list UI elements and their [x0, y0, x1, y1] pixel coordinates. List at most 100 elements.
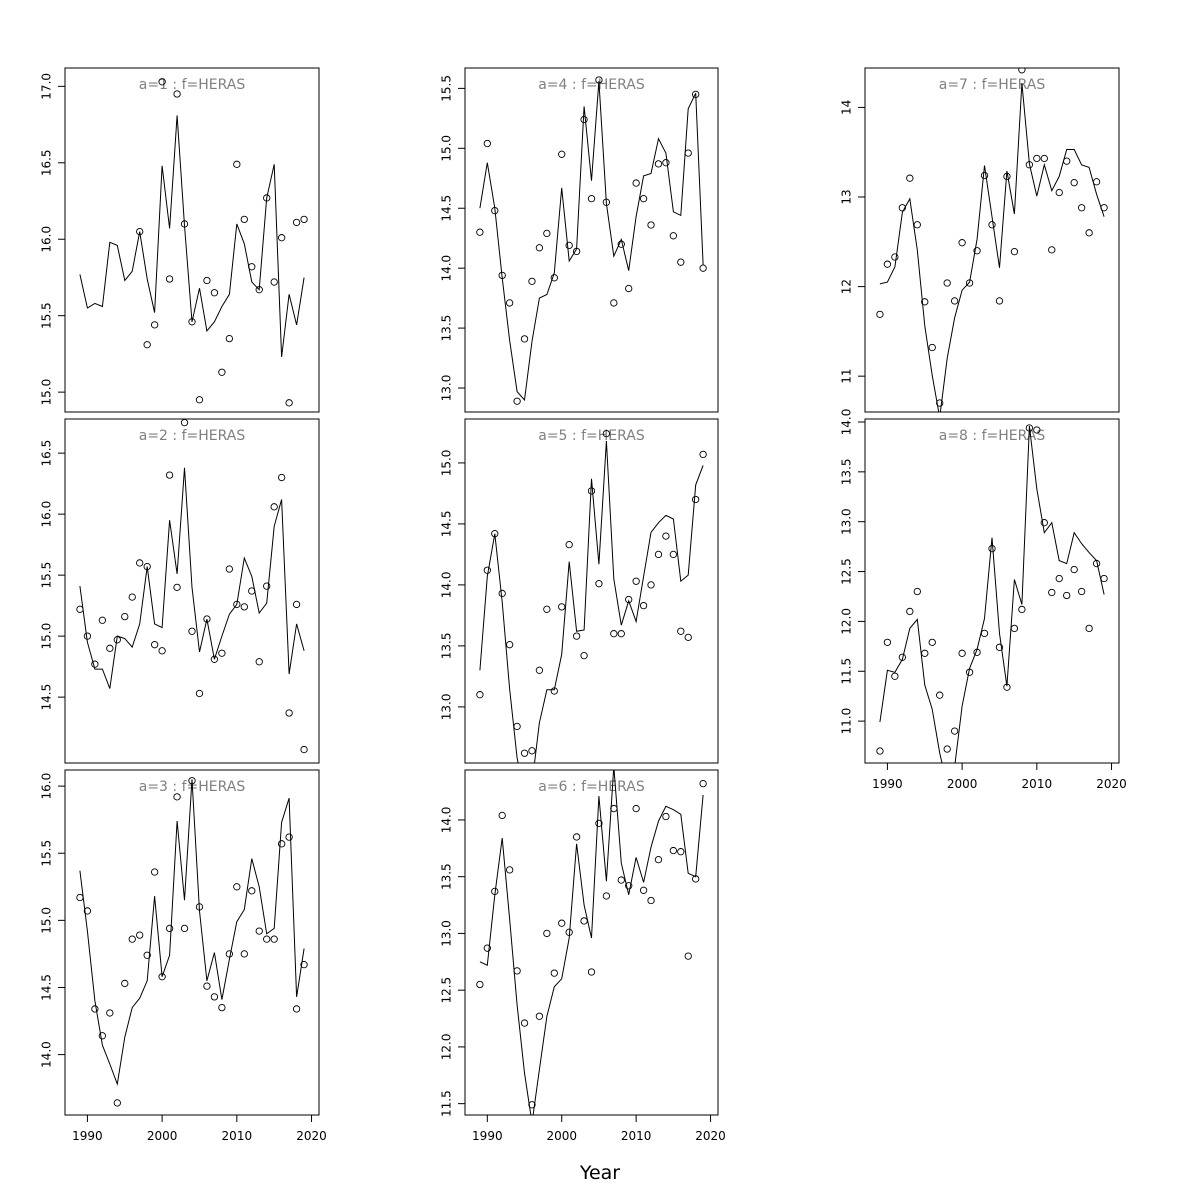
observed-point — [891, 672, 899, 680]
y-tick-label: 15.0 — [40, 907, 54, 934]
observed-point — [292, 1005, 301, 1013]
observed-point — [270, 503, 278, 511]
observed-point — [91, 660, 99, 668]
observed-point — [83, 632, 92, 640]
panel-title: a=2 : f=HERAS — [139, 428, 246, 444]
y-tick-label: 12.5 — [840, 558, 854, 585]
observed-point — [1092, 559, 1101, 568]
fitted-line — [879, 83, 1105, 412]
observed-point — [121, 612, 129, 621]
observed-point — [491, 887, 499, 896]
observed-point — [240, 950, 248, 958]
observed-point — [180, 419, 189, 427]
observed-point — [692, 495, 700, 504]
plot-frame — [464, 418, 719, 764]
fitted-line — [879, 425, 1105, 763]
observed-point — [958, 649, 966, 657]
observed-point — [550, 274, 558, 282]
observed-point — [188, 318, 196, 326]
observed-point — [98, 616, 107, 624]
observed-point — [300, 745, 308, 754]
panel-title: a=8 : f=HERAS — [939, 428, 1046, 444]
observed-point — [639, 194, 648, 203]
fitted-line — [79, 467, 305, 689]
observed-point — [632, 179, 640, 187]
observed-point — [210, 289, 219, 297]
y-tick-label: 15.5 — [440, 75, 454, 102]
y-tick-label: 13 — [840, 189, 854, 204]
observed-point — [677, 627, 685, 635]
observed-point — [677, 848, 685, 856]
observed-point — [1025, 424, 1034, 432]
observed-point — [647, 581, 655, 589]
observed-point — [173, 583, 181, 591]
observed-point — [913, 221, 921, 229]
observed-point — [988, 221, 996, 229]
y-tick-label: 14.0 — [840, 409, 854, 436]
y-tick-label: 14.5 — [440, 195, 454, 222]
observed-point — [277, 234, 286, 242]
panel-title: a=1 : f=HERAS — [139, 77, 246, 93]
observed-point — [195, 903, 204, 911]
observed-point — [218, 649, 226, 657]
observed-point — [300, 215, 308, 224]
plot-frame — [864, 67, 1120, 413]
observed-point — [498, 811, 506, 820]
observed-point — [150, 868, 159, 876]
observed-point — [165, 275, 174, 283]
y-tick-label: 12.0 — [840, 608, 854, 635]
observed-point — [943, 279, 951, 287]
observed-point — [558, 150, 566, 158]
fitted-line — [479, 81, 704, 402]
observed-point — [602, 198, 611, 206]
observed-point — [203, 982, 211, 990]
panel-title: a=7 : f=HERAS — [939, 77, 1046, 93]
observed-point — [1085, 624, 1093, 633]
observed-point — [491, 206, 499, 215]
observed-point — [617, 240, 625, 248]
observed-point — [595, 76, 603, 84]
observed-point — [595, 580, 603, 588]
observed-point — [240, 215, 248, 224]
observed-point — [654, 856, 663, 864]
observed-point — [121, 979, 129, 988]
observed-point — [263, 194, 271, 202]
observed-point — [76, 893, 84, 902]
observed-point — [1048, 246, 1056, 254]
y-tick-label: 13.0 — [840, 508, 854, 535]
observed-point — [498, 271, 506, 280]
x-tick-label: 2020 — [1096, 777, 1127, 791]
observed-point — [225, 950, 234, 958]
x-tick-label: 2010 — [1022, 777, 1053, 791]
observed-point — [565, 540, 573, 549]
y-tick-label: 15.0 — [440, 450, 454, 477]
observed-point — [505, 641, 514, 649]
observed-point — [654, 550, 663, 559]
y-tick-label: 13.5 — [840, 458, 854, 485]
observed-point — [572, 632, 581, 640]
observed-point — [936, 399, 944, 407]
x-axis-label: Year — [579, 1162, 620, 1184]
observed-point — [195, 396, 204, 404]
observed-point — [188, 627, 196, 635]
y-tick-label: 13.5 — [440, 315, 454, 342]
observed-point — [218, 368, 226, 376]
observed-point — [1003, 172, 1011, 181]
observed-point — [233, 600, 241, 609]
observed-point — [300, 960, 308, 969]
observed-point — [528, 1101, 536, 1109]
observed-point — [203, 276, 211, 285]
observed-point — [669, 846, 678, 855]
observed-point — [505, 866, 514, 874]
fitted-line — [479, 770, 704, 1115]
observed-point — [505, 299, 514, 307]
observed-point — [1018, 68, 1026, 74]
observed-point — [692, 90, 700, 99]
observed-point — [233, 883, 241, 891]
observed-point — [543, 929, 551, 938]
observed-point — [995, 643, 1004, 651]
observed-point — [1070, 565, 1078, 574]
observed-point — [277, 473, 286, 482]
observed-point — [270, 935, 278, 943]
